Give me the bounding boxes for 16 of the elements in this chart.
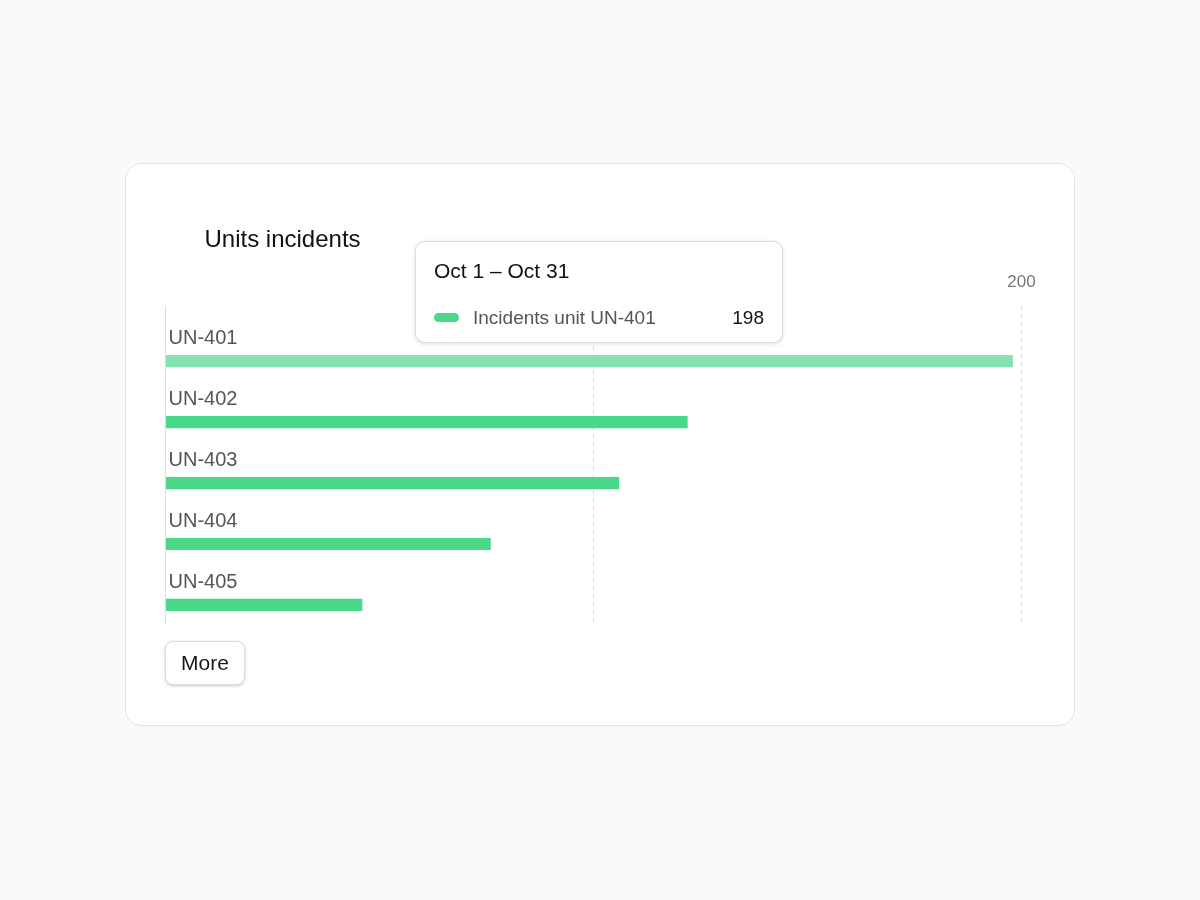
bar	[165, 476, 620, 490]
bar	[165, 598, 363, 612]
y-tick-label: UN-403	[168, 447, 238, 470]
y-tick-label: UN-404	[168, 508, 238, 531]
bar	[165, 537, 491, 551]
bar	[165, 355, 1013, 368]
y-tick-label: UN-405	[168, 569, 238, 592]
text: More	[165, 641, 245, 685]
annotation: 198	[732, 306, 764, 330]
y-tick-label: UN-401	[168, 325, 238, 348]
x-tick-label: 200	[1007, 271, 1036, 291]
chart-title: Units incidents	[204, 224, 361, 252]
text: Oct 1 – Oct 31	[434, 258, 571, 284]
annotation: Incidents unit UN-401	[473, 306, 657, 330]
bar	[165, 416, 688, 429]
y-tick-label: UN-402	[168, 386, 238, 409]
